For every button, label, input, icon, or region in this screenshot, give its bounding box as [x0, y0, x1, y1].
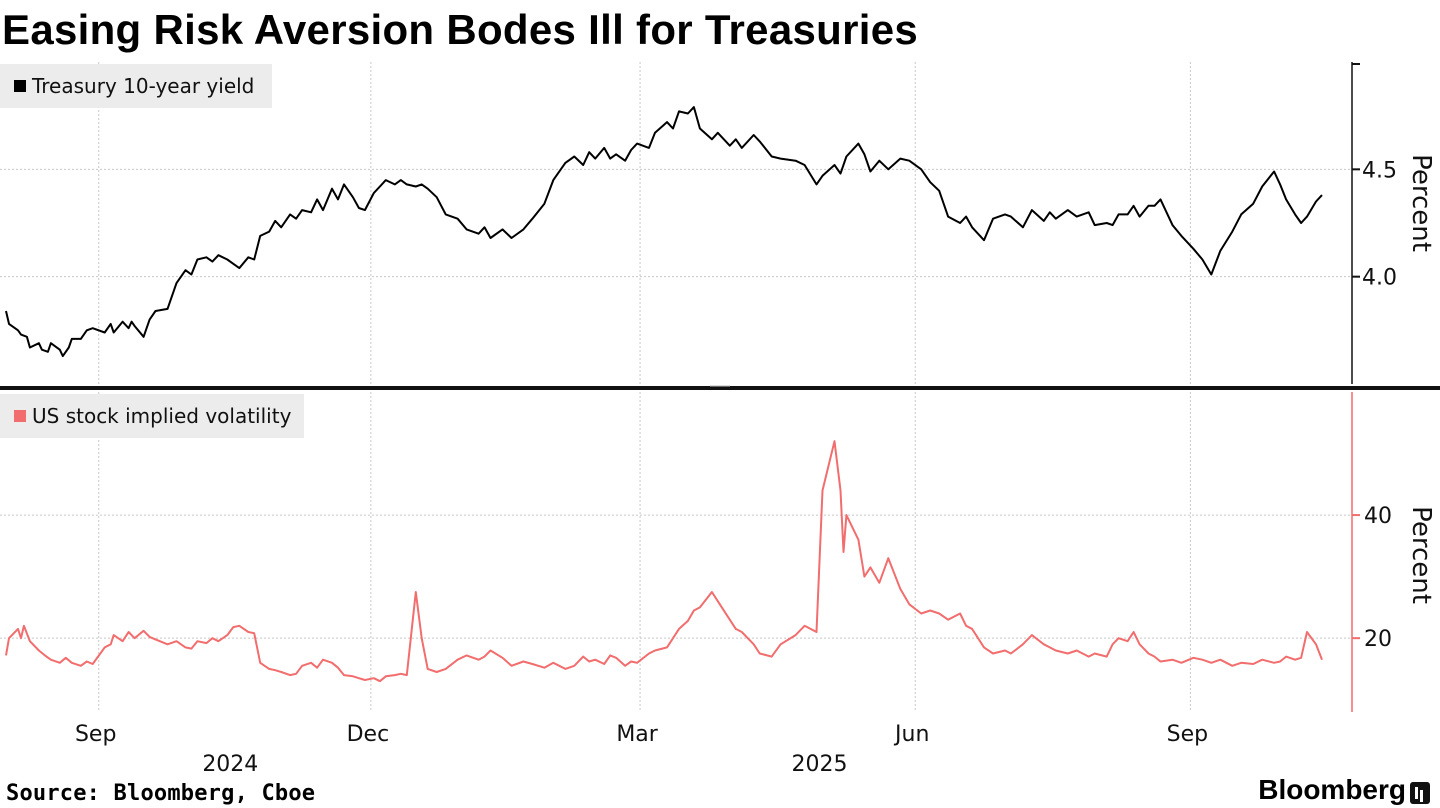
x-tick-label-4: Sep: [1167, 722, 1208, 747]
panel-divider: [0, 385, 1440, 390]
brand-logo-text: Bloomberg: [1258, 774, 1406, 805]
x-axis: Sep Dec Mar Jun Sep 2024 2025: [75, 722, 1208, 777]
x-tick-label-1: Dec: [347, 722, 390, 747]
volatility-line: [5, 440, 1323, 683]
yield-line: [5, 106, 1323, 358]
bloomberg-icon: [1410, 782, 1430, 804]
yield-series: [5, 106, 1323, 358]
volatility-series: [5, 440, 1323, 683]
top-panel-grid: [0, 62, 1352, 384]
bottom-ytick-label-1: 40: [1364, 504, 1392, 529]
yield-legend-label: Treasury 10-year yield: [31, 74, 254, 98]
top-ytick-label-0: 4.0: [1362, 266, 1397, 291]
bottom-y-axis-label: Percent: [1406, 506, 1436, 604]
legends: Treasury 10-year yield US stock implied v…: [0, 64, 304, 438]
x-tick-label-3: Jun: [893, 722, 929, 747]
bottom-ytick-label-0: 20: [1364, 627, 1392, 652]
x-tick-label-0: Sep: [75, 722, 116, 747]
chart-title: Easing Risk Aversion Bodes Ill for Treas…: [2, 6, 919, 53]
top-ytick-label-1: 4.5: [1362, 158, 1397, 183]
top-y-axis-label: Percent: [1406, 154, 1436, 252]
volatility-legend-swatch: [14, 410, 26, 422]
volatility-legend-label: US stock implied volatility: [32, 404, 292, 428]
top-panel-y-axis: 4.0 4.5 Percent: [1351, 62, 1436, 384]
x-tick-label-2: Mar: [616, 722, 658, 747]
x-year-label-1: 2025: [792, 752, 848, 777]
bottom-panel-grid: [0, 392, 1352, 712]
x-year-label-0: 2024: [202, 752, 258, 777]
volatility-legend-bg: [0, 394, 304, 438]
yield-legend-bg: [0, 64, 272, 108]
source-note: Source: Bloomberg, Cboe: [6, 781, 316, 806]
bottom-panel-y-axis: 20 40 Percent: [1351, 392, 1436, 712]
yield-legend-swatch: [14, 80, 26, 92]
